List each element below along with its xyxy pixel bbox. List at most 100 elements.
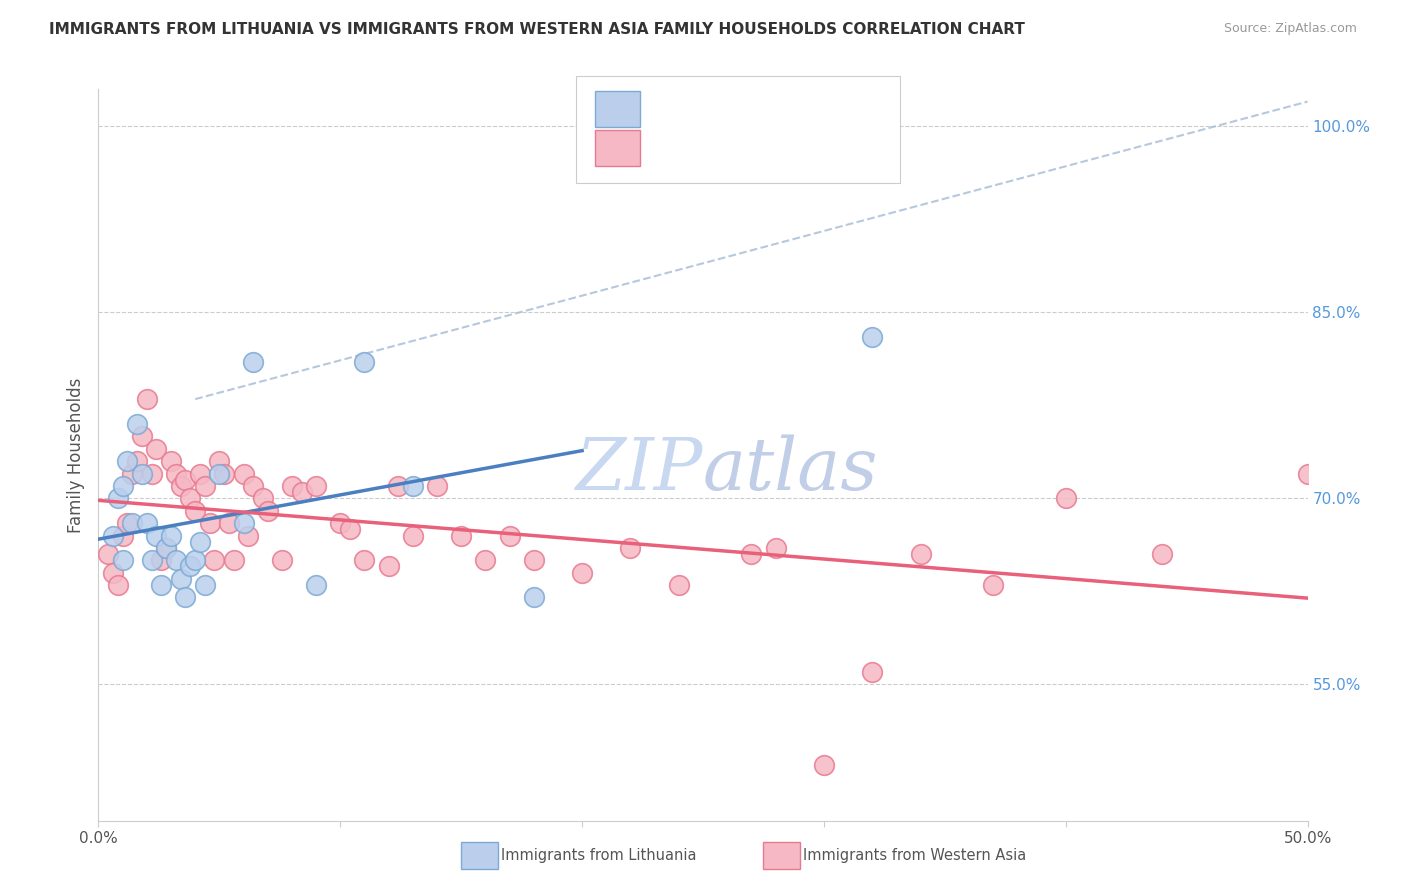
Point [121,516,143,530]
Point [1296,467,1319,481]
Point [127,417,149,431]
Text: R =: R = [648,99,685,117]
Point [111,553,134,567]
Point [145,528,167,542]
Point [238,528,260,542]
Point [498,528,520,542]
Point [1152,547,1174,561]
Text: atlas: atlas [703,434,879,505]
Point [305,578,328,592]
Point [150,553,173,567]
Point [131,429,153,443]
Point [107,491,129,506]
Point [402,528,425,542]
Point [165,553,187,567]
Point [141,467,163,481]
Point [111,528,134,542]
Point [571,566,593,580]
Text: R =: R = [648,139,685,157]
Text: 29: 29 [782,99,807,117]
Point [160,528,183,542]
Point [860,330,883,344]
Point [765,541,787,555]
Text: 0.318: 0.318 [685,139,742,157]
Point [910,547,932,561]
Point [813,757,835,772]
Point [208,467,231,481]
Point [169,479,191,493]
Text: N =: N = [748,99,785,117]
Point [305,479,328,493]
Point [204,553,226,567]
Point [174,591,197,605]
Point [150,578,173,592]
Point [184,553,207,567]
Point [194,578,217,592]
Point [242,355,264,369]
Point [252,491,274,506]
Point [218,516,240,530]
Point [232,467,254,481]
Point [981,578,1004,592]
Point [387,479,409,493]
Point [668,578,690,592]
Point [290,485,312,500]
Point [208,454,231,468]
Point [155,541,177,555]
Point [281,479,304,493]
Point [198,516,221,530]
Point [117,454,139,468]
Point [402,479,425,493]
Point [174,473,197,487]
Text: IMMIGRANTS FROM LITHUANIA VS IMMIGRANTS FROM WESTERN ASIA FAMILY HOUSEHOLDS CORR: IMMIGRANTS FROM LITHUANIA VS IMMIGRANTS … [49,22,1025,37]
Point [155,541,177,555]
Point [523,591,546,605]
Point [131,467,153,481]
Point [619,541,641,555]
Point [184,504,207,518]
Point [860,665,883,679]
Point [160,454,183,468]
Point [97,547,120,561]
Point [426,479,449,493]
Point [169,572,191,586]
Point [117,516,139,530]
Text: Immigrants from Western Asia: Immigrants from Western Asia [803,848,1026,863]
Text: Source: ZipAtlas.com: Source: ZipAtlas.com [1223,22,1357,36]
Point [450,528,472,542]
Text: 0.484: 0.484 [685,99,742,117]
Point [339,522,361,536]
Point [329,516,352,530]
Point [135,392,157,406]
Text: 59: 59 [782,139,807,157]
Point [212,467,235,481]
Point [101,566,124,580]
Point [353,553,375,567]
Point [256,504,278,518]
Point [135,516,157,530]
Point [377,559,399,574]
Point [141,553,163,567]
Point [111,479,134,493]
Point [145,442,167,456]
Text: Immigrants from Lithuania: Immigrants from Lithuania [501,848,696,863]
Point [474,553,496,567]
Point [101,528,124,542]
Point [1054,491,1077,506]
Point [232,516,254,530]
Point [222,553,245,567]
Point [179,491,201,506]
Point [188,534,211,549]
Point [194,479,217,493]
Point [271,553,294,567]
Point [179,559,201,574]
Text: ZIP: ZIP [575,434,703,505]
Point [523,553,546,567]
Point [188,467,211,481]
Point [242,479,264,493]
Point [107,578,129,592]
Y-axis label: Family Households: Family Households [66,377,84,533]
Point [165,467,187,481]
Point [353,355,375,369]
Point [127,454,149,468]
